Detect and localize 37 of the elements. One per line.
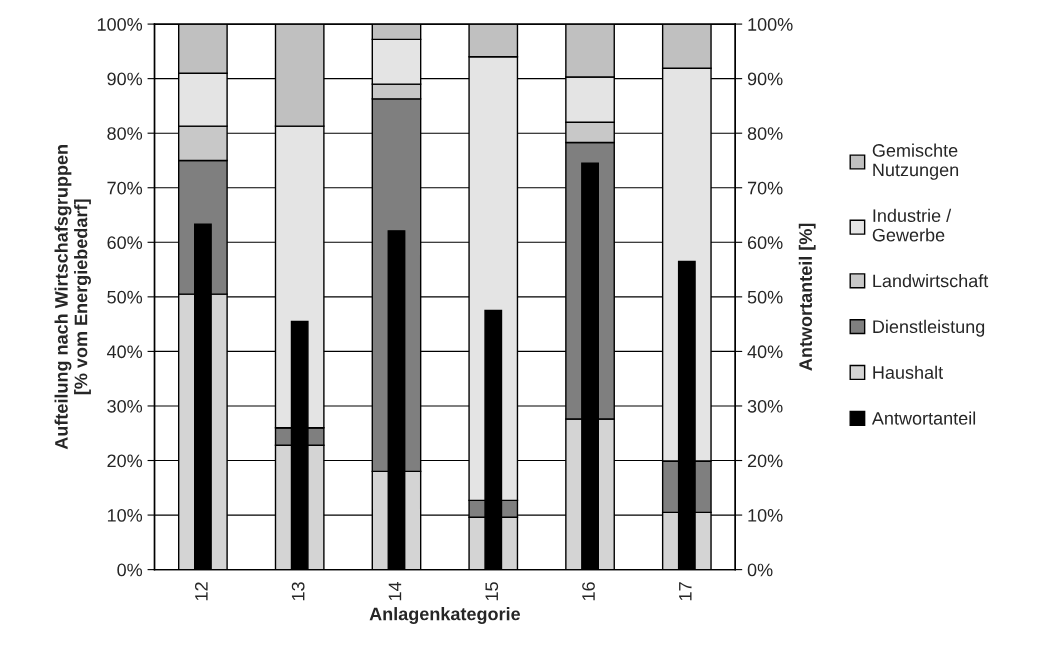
legend-label: Dienstleistung (873, 319, 985, 337)
y-tick-label: 80% (107, 127, 143, 140)
legend-label: Industrie / Gewerbe (872, 208, 952, 242)
x-tick-label: 17 (679, 582, 692, 601)
y2-tick-label: 40% (747, 345, 783, 359)
y-tick-label: 30% (107, 399, 143, 413)
y2-tick-label: 80% (747, 127, 783, 140)
y2-tick-label: 50% (747, 290, 783, 304)
y2-axis-title: Antwortanteil [%] (798, 223, 816, 371)
legend-label: Landwirtschaft (873, 274, 989, 288)
y-tick-label: 10% (107, 509, 143, 522)
x-axis-title: Anlagenkategorie (369, 607, 521, 624)
y-tick-label: 70% (107, 181, 143, 195)
y2-tick-label: 60% (747, 236, 783, 250)
y2-tick-label: 0% (747, 563, 773, 577)
legend-label: Gemischte Nutzungen (872, 143, 959, 180)
y2-tick-label: 20% (747, 454, 783, 468)
y2-tick-label: 100% (748, 18, 793, 31)
y-tick-label: 50% (107, 290, 143, 304)
x-tick-label: 16 (582, 582, 595, 601)
legend-label: Haushalt (873, 365, 943, 379)
y-tick-label: 0% (117, 563, 143, 577)
y-axis-title: Aufteilung nach Wirtschafsgruppen [% vom Energiebedarf] (54, 145, 91, 450)
y2-tick-label: 10% (748, 509, 783, 522)
y-tick-label: 90% (107, 72, 143, 86)
y-tick-label: 60% (107, 236, 143, 250)
x-tick-label: 14 (388, 581, 402, 601)
legend-label: Antwortanteil (871, 411, 976, 425)
y2-tick-label: 70% (747, 181, 783, 195)
x-tick-label: 15 (485, 582, 499, 601)
y2-tick-label: 90% (747, 72, 783, 86)
y-tick-label: 20% (107, 454, 143, 468)
x-tick-label: 13 (291, 582, 305, 601)
y-tick-label: 40% (106, 345, 143, 359)
x-tick-label: 12 (194, 582, 208, 601)
y2-tick-label: 30% (747, 399, 783, 413)
y-tick-label: 100% (97, 18, 143, 31)
